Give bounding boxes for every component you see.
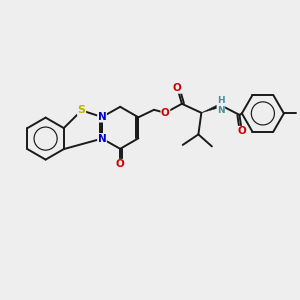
- Text: S: S: [78, 105, 86, 116]
- Text: N: N: [98, 112, 106, 122]
- Text: O: O: [238, 126, 246, 136]
- Text: O: O: [173, 83, 182, 93]
- Text: O: O: [161, 108, 170, 118]
- Polygon shape: [201, 103, 222, 113]
- Text: H
N: H N: [217, 96, 225, 115]
- Text: O: O: [116, 159, 124, 170]
- Text: N: N: [98, 134, 106, 144]
